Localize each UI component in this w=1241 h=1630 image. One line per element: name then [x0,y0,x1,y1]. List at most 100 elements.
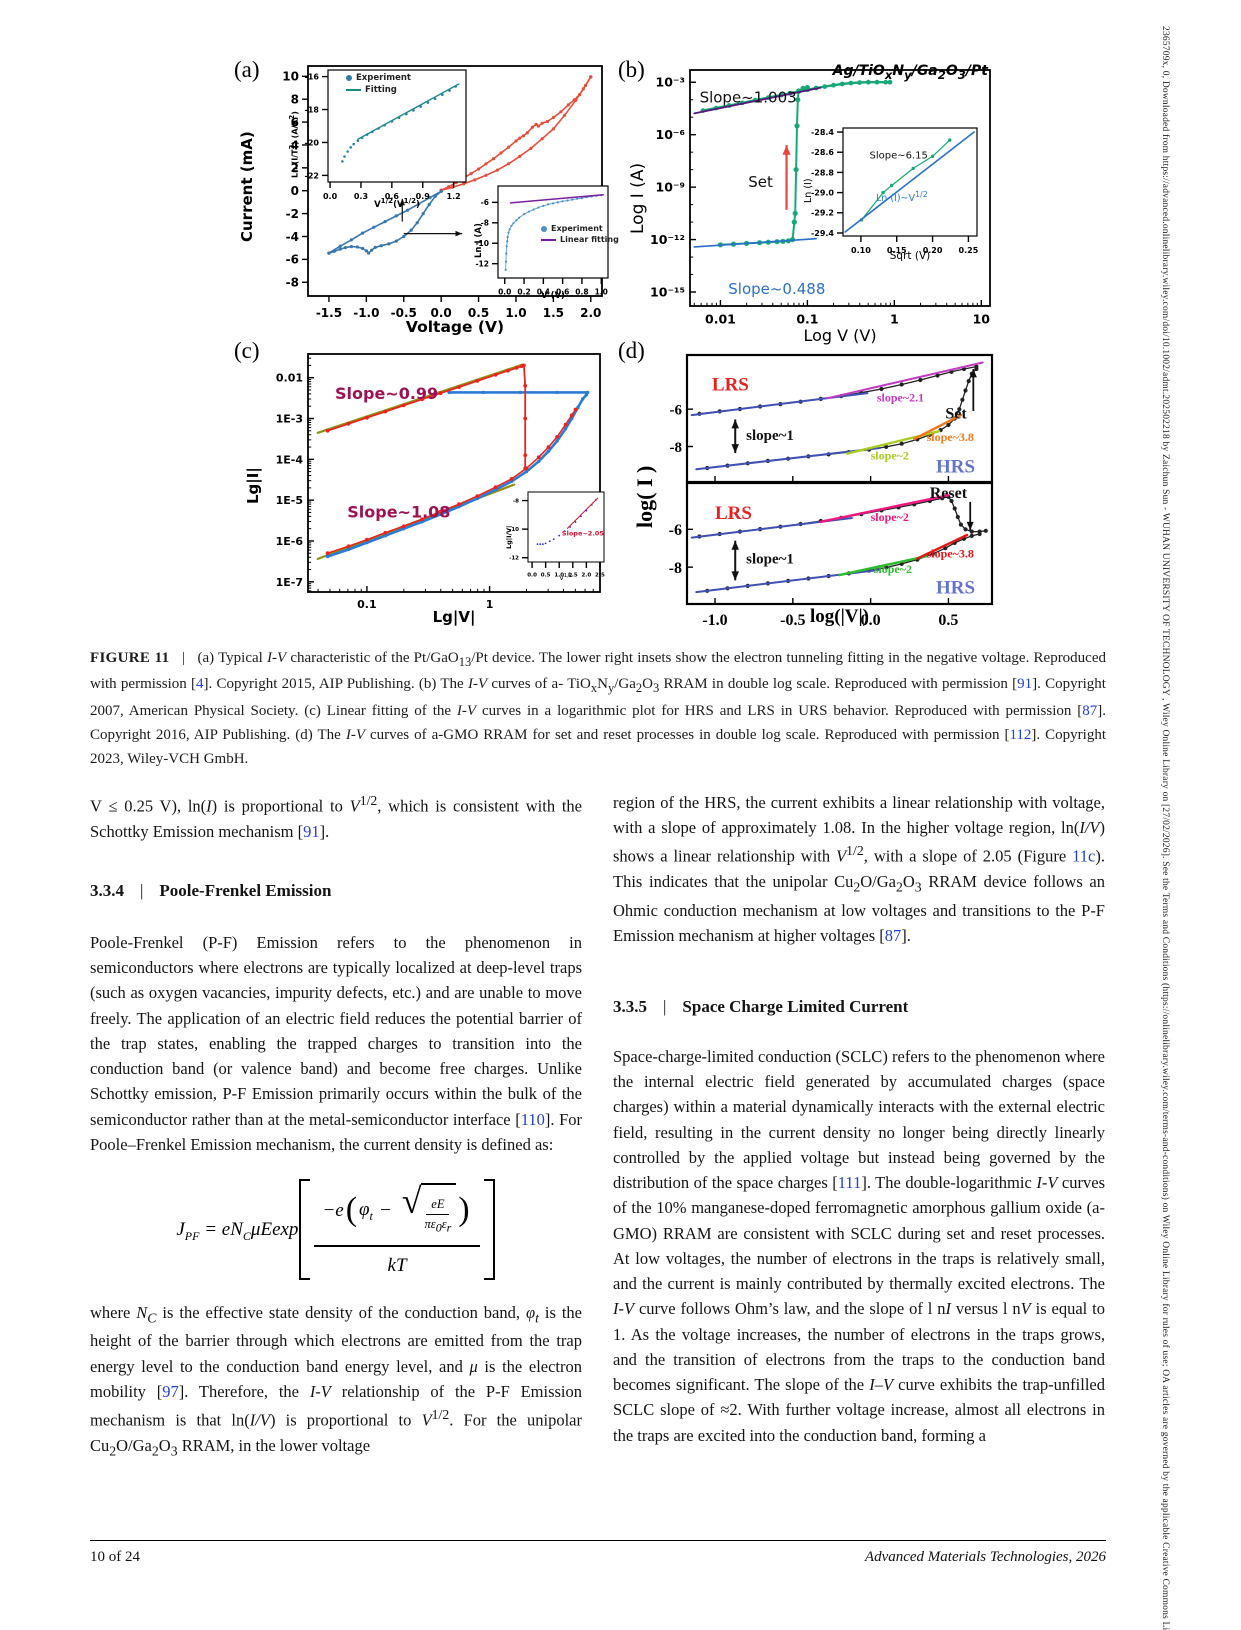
panel-c-inset-chart: 0.0 0.5 1.0 1.5 2.0 2.5 -8 -10 -12 Slope~2.05 [509,491,605,579]
svg-text:slope~1: slope~1 [746,551,794,567]
svg-text:-16: -16 [305,72,320,81]
paragraph: V ≤ 0.25 V), ln(I) is proportional to V1… [90,793,582,841]
svg-text:slope~2.1: slope~2.1 [877,391,924,405]
svg-text:0.0: 0.0 [527,573,537,579]
big-left-paren: ( [345,1190,358,1228]
svg-text:Slope~0.488: Slope~0.488 [728,280,825,298]
svg-text:-18: -18 [305,105,320,114]
svg-text:LRS: LRS [715,503,752,524]
svg-text:1E-4: 1E-4 [276,453,304,466]
section-heading-334: 3.3.4 | Poole-Frenkel Emission [90,878,582,904]
svg-text:0.0: 0.0 [498,288,511,297]
section-number: 3.3.5 [613,997,647,1016]
heading-separator: | [663,997,667,1016]
svg-text:0.5: 0.5 [468,306,489,320]
panel-c-inset-ylabel: Lg|I/V| [505,525,513,549]
svg-text:-1.5: -1.5 [316,306,342,320]
svg-text:0.4: 0.4 [537,288,550,297]
section-number: 3.3.4 [90,880,124,900]
svg-text:0.2: 0.2 [517,288,530,297]
eq-neg-e: −e [322,1199,344,1221]
big-right-paren: ) [458,1190,470,1228]
panel-b-xlabel: Log V (V) [803,326,877,345]
section-title: Space Charge Limited Current [682,997,909,1016]
svg-text:Slope~1.003: Slope~1.003 [700,88,797,106]
svg-text:HRS: HRS [936,578,975,599]
svg-text:10⁻⁶: 10⁻⁶ [656,127,685,142]
panel-c-xlabel: Lg|V| [432,608,476,626]
svg-text:-29.0: -29.0 [811,188,834,197]
svg-text:0: 0 [291,184,299,198]
svg-text:-12: -12 [475,259,489,268]
panel-a-inset1-chart: 0.0 0.3 0.6 0.9 1.2 -22 -20 -18 -16 [305,69,467,201]
svg-text:4: 4 [291,138,299,152]
left-column: V ≤ 0.25 V), ln(I) is proportional to V1… [90,790,582,1461]
panel-d-ylabel: log( I ) [632,465,657,528]
square-root: √ eE πε0εr [402,1183,457,1237]
svg-text:1E-7: 1E-7 [276,576,303,589]
svg-text:HRS: HRS [936,457,975,478]
svg-text:-1.0: -1.0 [353,306,379,320]
svg-text:-29.2: -29.2 [811,209,834,218]
panel-label-b: (b) [618,57,645,82]
svg-text:0.8: 0.8 [575,288,588,297]
right-column: region of the HRS, the current exhibits … [613,790,1105,1448]
svg-text:0.9: 0.9 [416,192,431,201]
svg-text:10⁻¹⁵: 10⁻¹⁵ [650,285,685,300]
svg-text:6: 6 [291,115,299,129]
svg-text:Set: Set [945,406,967,423]
svg-text:10⁻⁹: 10⁻⁹ [656,180,685,195]
panel-c-chart: 0.1 1 0.01 1E-3 1E-4 1E-5 1E-6 1E-7 Slope~0.99 Sl… [276,353,601,611]
panel-a-inset2-xlabel: V (V) [541,291,565,301]
legend-line-icon [346,89,361,91]
eq-minus: − [378,1199,392,1221]
svg-text:-8: -8 [669,560,682,577]
figure-caption: FIGURE 11 | (a) Typical I-V characterist… [90,650,1106,768]
panel-d-top-chart: -6 -8 LRS slope~1 slope~2.1 Set slope~3.8 slope… [670,353,994,484]
svg-text:1: 1 [486,598,494,611]
svg-text:0.01: 0.01 [705,312,736,327]
inner-fraction: eE πε0εr [424,1197,452,1235]
eq-phi: φt [359,1198,373,1223]
legend-label: Experiment [551,224,603,233]
section-heading-335: 3.3.5 | Space Charge Limited Current [613,994,1105,1020]
section-title: Poole-Frenkel Emission [159,880,332,900]
svg-text:-0.5: -0.5 [780,612,805,629]
svg-text:1E-5: 1E-5 [276,494,303,507]
svg-text:-6: -6 [669,522,682,539]
svg-text:1.0: 1.0 [554,573,564,579]
svg-text:1.0: 1.0 [505,306,526,320]
svg-text:0.6: 0.6 [385,192,400,201]
main-fraction: −e ( φt − √ eE πε0εr ) [314,1179,480,1280]
svg-text:-8: -8 [481,219,489,228]
paragraph: region of the HRS, the current exhibits … [613,793,1105,945]
svg-text:-20: -20 [305,138,320,147]
sidebar-license-text: 2365709x, 0, Downloaded from https://adv… [1160,26,1170,1630]
panel-a-inset1-ylabel: Ln (I/T2) (A/K2) [288,111,300,178]
svg-text:1E-3: 1E-3 [276,412,303,425]
svg-text:2.0: 2.0 [580,306,601,320]
panel-a-inset2-ylabel: Ln I (A) [474,223,484,258]
svg-text:1.0: 1.0 [595,288,608,297]
svg-text:-6: -6 [670,403,683,419]
svg-text:-10: -10 [509,527,519,533]
svg-text:slope~2: slope~2 [871,449,909,463]
svg-text:0.0: 0.0 [431,306,452,320]
eq-denominator: kT [387,1255,407,1277]
svg-text:0.0: 0.0 [323,192,338,201]
svg-text:0.1: 0.1 [796,312,818,327]
panel-a-xlabel: Voltage (V) [405,318,505,336]
page-number: 10 of 24 [90,1549,140,1565]
radical-sign: √ [401,1181,422,1222]
svg-text:10: 10 [282,70,299,84]
panel-label-c: (c) [234,338,260,363]
svg-text:-6: -6 [286,253,299,267]
panel-b-inset-chart: 0.10 0.15 0.20 0.25 -28.4 -28.6 -28.8 -29.0 -29.… [811,127,979,255]
svg-text:slope~2: slope~2 [871,510,909,524]
svg-text:LRS: LRS [712,374,749,395]
svg-text:slope~3.8: slope~3.8 [927,547,974,561]
svg-text:-8: -8 [286,276,299,290]
svg-text:0.15: 0.15 [887,246,907,255]
svg-text:1E-6: 1E-6 [276,535,304,548]
